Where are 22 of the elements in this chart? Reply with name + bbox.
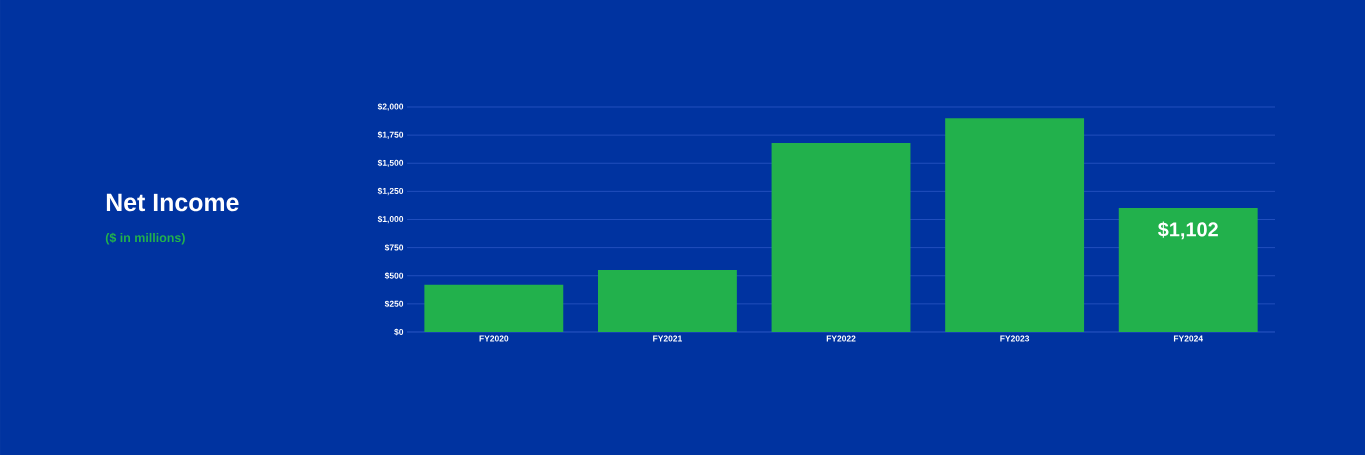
- text: Net Income: [106, 193, 239, 212]
- y-tick-label: $1,750: [377, 131, 404, 139]
- bar: [597, 270, 737, 332]
- x-tick-label: FY2024: [1173, 335, 1204, 342]
- text: ($ in millions): [105, 232, 185, 245]
- x-tick-label: FY2020: [479, 335, 509, 342]
- y-tick-label: $1,500: [377, 159, 404, 168]
- bar: [945, 118, 1085, 332]
- y-tick-label: $1,250: [377, 187, 404, 196]
- y-tick-label: $750: [384, 244, 404, 252]
- y-tick-label: $250: [384, 300, 404, 308]
- data-label: $1,102: [1158, 221, 1218, 240]
- y-tick-label: $0: [394, 328, 404, 336]
- bar: [424, 284, 564, 332]
- y-tick-label: $1,000: [377, 215, 404, 224]
- bar: [1118, 208, 1258, 332]
- x-tick-label: FY2022: [826, 335, 856, 342]
- y-tick-label: $2,000: [377, 103, 404, 111]
- bar: [771, 142, 911, 332]
- x-tick-label: FY2023: [1000, 335, 1030, 342]
- x-tick-label: FY2021: [653, 335, 682, 342]
- y-tick-label: $500: [384, 272, 404, 280]
